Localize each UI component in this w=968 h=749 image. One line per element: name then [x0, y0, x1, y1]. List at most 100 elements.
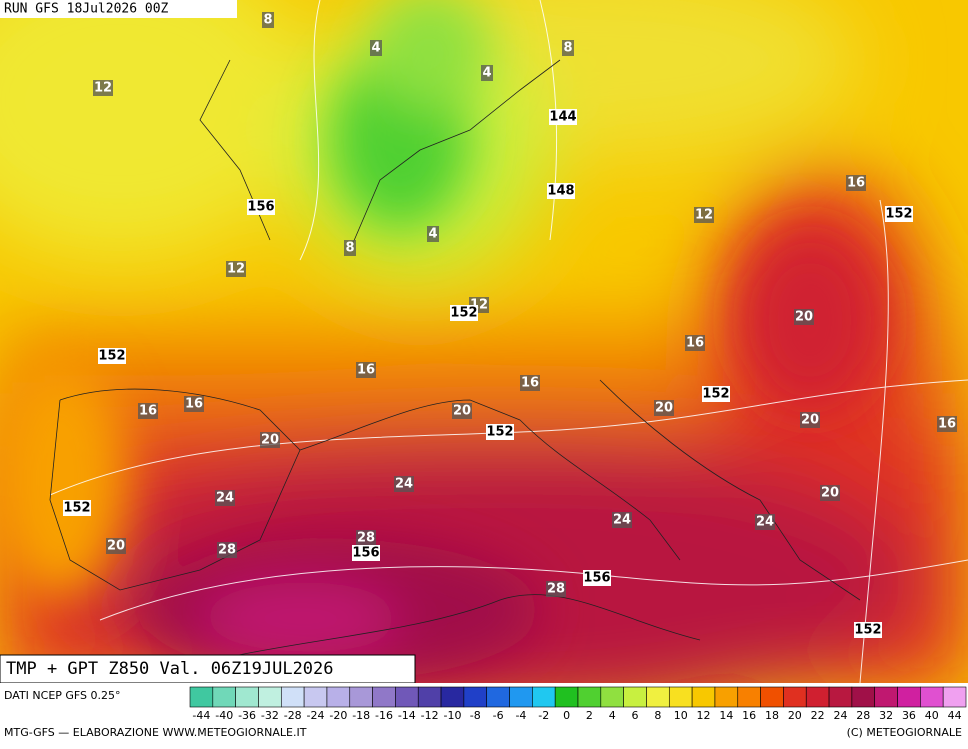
- temperature-label-box: [937, 416, 957, 432]
- temperature-label: 12: [227, 262, 245, 277]
- colorbar-tick-label: -18: [352, 709, 370, 722]
- geopotential-label: 152: [486, 425, 513, 440]
- colorbar-cell: [805, 686, 830, 708]
- temperature-label-box: [694, 207, 714, 223]
- temperature-label-box: [546, 581, 566, 597]
- temperature-label: 28: [357, 531, 375, 546]
- geopotential-label: 156: [583, 571, 610, 586]
- temperature-label-box: [452, 403, 472, 419]
- temperature-label-box: [794, 309, 814, 325]
- colorbar-cell: [349, 686, 373, 708]
- colorbar-cell: [532, 686, 556, 708]
- temperature-label-box: [562, 40, 574, 56]
- colorbar-tick-label: -32: [261, 709, 279, 722]
- geopotential-label-box: [549, 109, 577, 125]
- colorbar-cell: [600, 686, 624, 708]
- colorbar-tick-label: 22: [811, 709, 825, 722]
- temperature-label: 20: [801, 413, 819, 428]
- temperature-label-box: [93, 80, 113, 96]
- colorbar-tick-label: 16: [742, 709, 756, 722]
- colorbar-tick-label: -16: [375, 709, 393, 722]
- colorbar-tick-label: 36: [902, 709, 916, 722]
- temperature-label: 8: [263, 13, 272, 28]
- colorbar-tick-label: -10: [443, 709, 461, 722]
- colorbar-tick-label: 18: [765, 709, 779, 722]
- temperature-label-box: [370, 40, 382, 56]
- colorbar-tick-label: 28: [856, 709, 870, 722]
- temperature-label: 16: [521, 376, 539, 391]
- geopotential-label-box: [702, 386, 730, 402]
- temperature-label: 16: [185, 397, 203, 412]
- temperature-label-box: [800, 412, 820, 428]
- geopotential-label: 152: [885, 207, 912, 222]
- temperature-label: 12: [695, 208, 713, 223]
- colorbar-cell: [486, 686, 510, 708]
- temperature-label: 24: [395, 477, 413, 492]
- colorbar-tick-label: 4: [609, 709, 616, 722]
- colorbar-tick-label: -20: [329, 709, 347, 722]
- temperature-label-box: [612, 512, 632, 528]
- colorbar-tick-label: 20: [788, 709, 802, 722]
- colorbar-cell: [417, 686, 442, 708]
- credit-right: (C) METEOGIORNALE: [847, 726, 962, 739]
- temperature-label: 28: [218, 543, 236, 558]
- temperature-label-box: [344, 240, 356, 256]
- colorbar-tick-label: 14: [719, 709, 733, 722]
- temperature-label-box: [226, 261, 246, 277]
- colorbar-tick-label: -12: [421, 709, 439, 722]
- colorbar-cell: [874, 686, 898, 708]
- temperature-label: 20: [453, 404, 471, 419]
- colorbar-tick-label: 8: [654, 709, 661, 722]
- temperature-label-box: [481, 65, 493, 81]
- colorbar-tick-label: 40: [925, 709, 939, 722]
- colorbar: -44 -40 -36 -32 -28 -24 -20 -18 -16 -14 -12 -10 -8 -6…: [189, 686, 967, 722]
- temperature-label-box: [262, 12, 274, 28]
- temperature-label: 20: [655, 401, 673, 416]
- colorbar-cell: [920, 686, 944, 708]
- colorbar-tick-label: 32: [879, 709, 893, 722]
- colorbar-cell: [440, 686, 465, 708]
- temperature-label-box: [755, 514, 775, 530]
- temperature-label: 16: [847, 176, 865, 191]
- temperature-label: 8: [345, 241, 354, 256]
- temperature-label: 16: [686, 336, 704, 351]
- colorbar-cell: [737, 686, 761, 708]
- geopotential-label-box: [98, 348, 126, 364]
- geopotential-label-box: [547, 183, 575, 199]
- temperature-label: 20: [107, 539, 125, 554]
- colorbar-tick-label: -2: [538, 709, 549, 722]
- temperature-label: 16: [357, 363, 375, 378]
- colorbar-tick-label: -40: [215, 709, 233, 722]
- temperature-label-box: [106, 538, 126, 554]
- colorbar-cell: [189, 686, 214, 708]
- geopotential-label: 144: [549, 110, 576, 125]
- source-label: DATI NCEP GFS 0.25°: [4, 689, 121, 702]
- title-box: [0, 654, 416, 684]
- colorbar-cell: [691, 686, 716, 708]
- colorbar-cell: [463, 686, 488, 708]
- colorbar-tick-label: 6: [632, 709, 639, 722]
- colorbar-cell: [668, 686, 693, 708]
- colorbar-cell: [372, 686, 396, 708]
- temperature-label: 8: [563, 41, 572, 56]
- temperature-label: 16: [139, 404, 157, 419]
- temperature-label-box: [820, 485, 840, 501]
- temperature-label: 20: [795, 310, 813, 325]
- colorbar-cell: [395, 686, 419, 708]
- temperature-label-box: [260, 432, 280, 448]
- run-label: RUN GFS 18Jul2026 00Z: [4, 2, 169, 17]
- geopotential-label: 148: [547, 184, 574, 199]
- colorbar-tick-label: 44: [948, 709, 962, 722]
- geopotential-label-box: [486, 424, 514, 440]
- colorbar-tick-label: -4: [515, 709, 526, 722]
- temperature-label-box: [184, 396, 204, 412]
- geopotential-label: 152: [702, 387, 729, 402]
- geopotential-label: 152: [450, 306, 477, 321]
- temperature-label: 4: [482, 66, 491, 81]
- colorbar-tick-label: -36: [238, 709, 256, 722]
- colorbar-cell: [783, 686, 807, 708]
- temperature-label: 12: [94, 81, 112, 96]
- colorbar-cell: [258, 686, 282, 708]
- geopotential-label: 152: [98, 349, 125, 364]
- colorbar-cell: [554, 686, 579, 708]
